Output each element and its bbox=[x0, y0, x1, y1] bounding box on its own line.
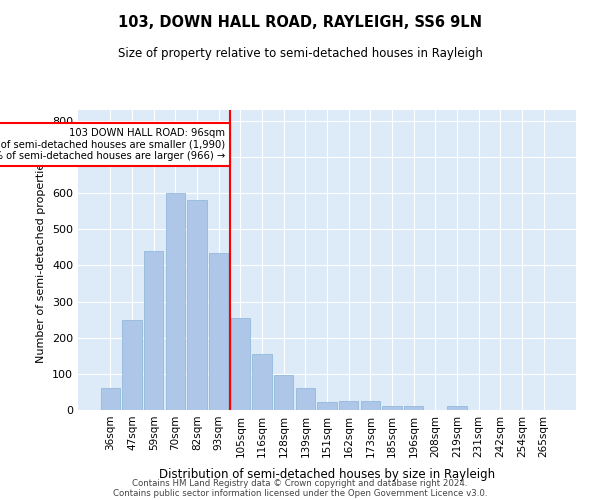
X-axis label: Distribution of semi-detached houses by size in Rayleigh: Distribution of semi-detached houses by … bbox=[159, 468, 495, 481]
Bar bbox=[339, 401, 358, 410]
Bar bbox=[209, 253, 229, 410]
Bar bbox=[447, 406, 467, 410]
Bar bbox=[317, 402, 337, 410]
Bar bbox=[252, 354, 272, 410]
Bar bbox=[122, 320, 142, 410]
Bar bbox=[187, 200, 207, 410]
Bar bbox=[274, 375, 293, 410]
Text: 103 DOWN HALL ROAD: 96sqm
← 67% of semi-detached houses are smaller (1,990)
32% : 103 DOWN HALL ROAD: 96sqm ← 67% of semi-… bbox=[0, 128, 225, 162]
Bar bbox=[101, 388, 120, 410]
Bar bbox=[144, 251, 163, 410]
Bar bbox=[296, 388, 315, 410]
Text: Contains public sector information licensed under the Open Government Licence v3: Contains public sector information licen… bbox=[113, 488, 487, 498]
Bar bbox=[361, 401, 380, 410]
Bar bbox=[382, 406, 402, 410]
Text: Size of property relative to semi-detached houses in Rayleigh: Size of property relative to semi-detach… bbox=[118, 48, 482, 60]
Text: Contains HM Land Registry data © Crown copyright and database right 2024.: Contains HM Land Registry data © Crown c… bbox=[132, 478, 468, 488]
Bar bbox=[166, 193, 185, 410]
Y-axis label: Number of semi-detached properties: Number of semi-detached properties bbox=[37, 157, 46, 363]
Text: 103, DOWN HALL ROAD, RAYLEIGH, SS6 9LN: 103, DOWN HALL ROAD, RAYLEIGH, SS6 9LN bbox=[118, 15, 482, 30]
Bar bbox=[404, 406, 424, 410]
Bar bbox=[230, 318, 250, 410]
